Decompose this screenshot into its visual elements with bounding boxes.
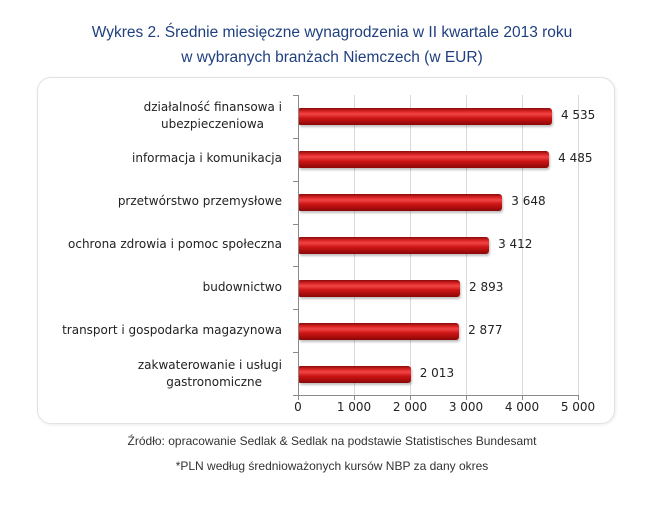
category-label: budownictwo bbox=[202, 279, 282, 294]
x-tick bbox=[410, 395, 411, 400]
category-label: transport i gospodarka magazynowa bbox=[62, 322, 282, 337]
currency-note: *PLN według średnioważonych kursów NBP z… bbox=[175, 459, 489, 473]
y-tick bbox=[293, 309, 298, 311]
bar bbox=[299, 237, 490, 254]
x-tick-label: 4 000 bbox=[504, 400, 540, 414]
category-label: przetwórstwo przemysłowe bbox=[117, 194, 282, 209]
x-tick-label: 1 000 bbox=[336, 400, 372, 414]
chart-title-line2: w wybranych branżach Niemczech (w EUR) bbox=[181, 49, 483, 66]
category-label: ochrona zdrowia i pomoc społeczna bbox=[68, 237, 282, 251]
x-tick bbox=[522, 395, 523, 400]
bar-value-label: 3 648 bbox=[511, 194, 546, 209]
y-tick bbox=[293, 395, 298, 396]
bar bbox=[299, 151, 550, 169]
y-tick bbox=[293, 95, 298, 96]
chart-title: Wykres 2. Średnie miesięczne wynagrodzen… bbox=[0, 20, 664, 70]
bar bbox=[299, 322, 460, 340]
bar-value-label: 4 535 bbox=[560, 108, 596, 123]
x-tick-label: 3 000 bbox=[448, 400, 484, 414]
y-axis-line bbox=[298, 95, 299, 396]
category-label: działalność finansowa i ubezpieczeniowa bbox=[143, 100, 282, 132]
gridline bbox=[578, 95, 579, 395]
bar-value-label: 3 412 bbox=[498, 237, 533, 251]
chart-title-line1: Wykres 2. Średnie miesięczne wynagrodzen… bbox=[91, 24, 573, 41]
gridline bbox=[522, 95, 523, 395]
y-tick bbox=[293, 180, 298, 182]
category-label: informacja i komunikacja bbox=[132, 151, 282, 166]
x-axis-line bbox=[298, 395, 579, 396]
bar bbox=[299, 194, 503, 212]
bar bbox=[299, 279, 460, 297]
bar-value-label: 2 893 bbox=[469, 279, 504, 294]
bar bbox=[299, 365, 411, 383]
x-tick-label: 5 000 bbox=[560, 400, 596, 414]
bar bbox=[299, 108, 552, 126]
x-tick bbox=[298, 395, 299, 400]
source-note: Źródło: opracowanie Sedlak & Sedlak na p… bbox=[127, 434, 537, 448]
x-tick bbox=[578, 395, 579, 400]
bar-value-label: 2 013 bbox=[419, 365, 455, 380]
bar-value-label: 2 877 bbox=[468, 322, 503, 337]
x-tick bbox=[354, 395, 355, 400]
y-tick bbox=[293, 223, 298, 225]
y-tick bbox=[293, 352, 298, 354]
x-tick bbox=[466, 395, 467, 400]
y-tick bbox=[293, 137, 298, 139]
bar-value-label: 4 485 bbox=[558, 151, 593, 166]
y-tick bbox=[293, 266, 298, 268]
x-tick-label: 2 000 bbox=[392, 400, 428, 414]
category-label: zakwaterowanie i usługi gastronomiczne bbox=[137, 357, 282, 389]
x-tick-label: 0 bbox=[294, 400, 302, 414]
